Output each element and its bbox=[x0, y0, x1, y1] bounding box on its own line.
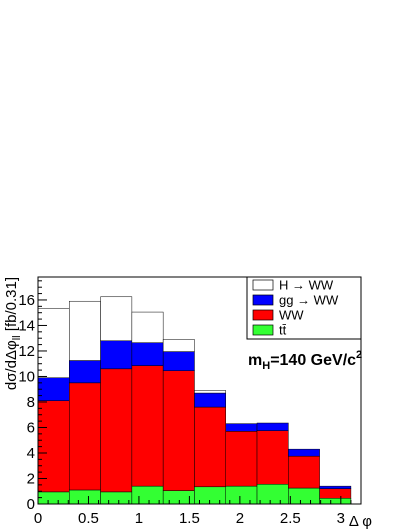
legend-swatch bbox=[252, 294, 274, 306]
legend-label: gg → WW bbox=[279, 293, 339, 308]
bar-series0-bin2 bbox=[100, 491, 133, 505]
bar-series1-bin2 bbox=[100, 368, 133, 493]
bar-series1-bin5 bbox=[194, 406, 226, 488]
bar-series2-bin9 bbox=[319, 485, 352, 489]
tick-labels: 0 0.5 1 1.5 2 2.5 3 0 2 4 6 8 10 12 14 16 bbox=[18, 292, 345, 527]
legend-label: H → WW bbox=[279, 278, 334, 293]
bar-series0-bin1 bbox=[69, 489, 101, 505]
axis-ticks bbox=[37, 280, 352, 505]
legend-label: tt̄ bbox=[279, 323, 287, 338]
annotation-superscript: 2 bbox=[356, 349, 362, 361]
legend-swatch bbox=[252, 279, 274, 291]
x-tick-label: 1 bbox=[135, 510, 143, 527]
x-tick-label: 0 bbox=[34, 510, 42, 527]
bar-series3-bin2 bbox=[100, 296, 133, 342]
bar-series2-bin1 bbox=[69, 360, 101, 384]
x-tick-label: 2.5 bbox=[280, 510, 301, 527]
y-tick-label: 8 bbox=[27, 394, 35, 411]
x-tick-label: 3 bbox=[337, 510, 345, 527]
y-axis-label-subscript: ll bbox=[11, 335, 23, 340]
histogram-bars bbox=[37, 296, 352, 505]
y-tick-label: 4 bbox=[27, 445, 35, 462]
y-tick-label: 10 bbox=[18, 368, 35, 385]
bar-series3-bin5 bbox=[194, 390, 226, 394]
bar-series1-bin4 bbox=[162, 370, 195, 491]
bar-series1-bin0 bbox=[37, 400, 70, 493]
x-tick-label: 2 bbox=[236, 510, 244, 527]
legend-label: WW bbox=[279, 308, 304, 323]
bar-series2-bin6 bbox=[225, 423, 258, 432]
bar-series3-bin1 bbox=[69, 300, 101, 361]
bar-series1-bin8 bbox=[288, 455, 320, 489]
bar-series0-bin3 bbox=[131, 485, 164, 505]
bar-series2-bin2 bbox=[100, 340, 133, 370]
bar-series3-bin3 bbox=[131, 311, 164, 343]
x-tick-label: 0.5 bbox=[78, 510, 99, 527]
bar-series2-bin8 bbox=[288, 448, 320, 457]
y-axis-label-tail: [fb/0.31] bbox=[3, 277, 20, 335]
bar-series1-bin1 bbox=[69, 382, 101, 491]
y-tick-label: 6 bbox=[27, 419, 35, 436]
bar-series0-bin7 bbox=[256, 483, 289, 505]
annotation-mid: =140 GeV/c bbox=[270, 352, 356, 369]
bar-series2-bin0 bbox=[37, 377, 70, 401]
annotation-subscript: H bbox=[262, 360, 270, 372]
y-tick-label: 14 bbox=[18, 317, 35, 334]
annotation-main: m bbox=[248, 352, 262, 369]
bar-series1-bin6 bbox=[225, 431, 258, 487]
y-tick-label: 2 bbox=[27, 470, 35, 487]
legend-swatch bbox=[252, 324, 274, 336]
bar-series1-bin3 bbox=[131, 365, 164, 487]
bar-series0-bin0 bbox=[37, 491, 70, 505]
legend-swatch bbox=[252, 309, 274, 321]
bar-series2-bin4 bbox=[162, 351, 195, 371]
bar-series3-bin4 bbox=[162, 339, 195, 352]
y-axis-label: dσ/dΔφll [fb/0.31] bbox=[3, 277, 23, 390]
y-tick-label: 16 bbox=[18, 292, 35, 309]
y-tick-label: 0 bbox=[27, 496, 35, 513]
bar-series2-bin7 bbox=[256, 422, 289, 431]
higgs-mass-annotation: mH=140 GeV/c2 bbox=[248, 349, 362, 372]
x-axis-label: Δ φ bbox=[349, 513, 372, 529]
bar-series2-bin3 bbox=[131, 342, 164, 366]
bar-series0-bin8 bbox=[288, 487, 320, 505]
bar-series0-bin6 bbox=[225, 485, 258, 505]
bar-series0-bin9 bbox=[319, 498, 352, 505]
x-tick-label: 1.5 bbox=[179, 510, 200, 527]
bar-series2-bin5 bbox=[194, 392, 226, 408]
bar-series1-bin7 bbox=[256, 430, 289, 485]
y-tick-label: 12 bbox=[18, 343, 35, 360]
bar-series1-bin9 bbox=[319, 488, 352, 499]
y-axis-label-main: dσ/dΔφ bbox=[3, 340, 20, 390]
bar-series3-bin0 bbox=[37, 307, 70, 378]
